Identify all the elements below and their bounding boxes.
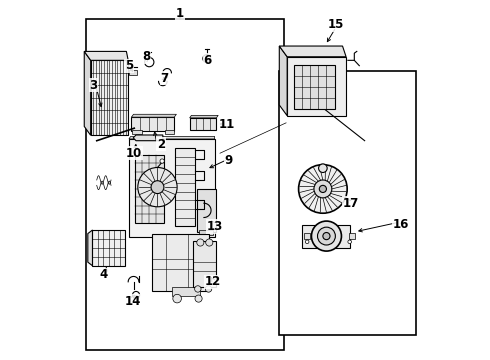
Bar	[279, 71, 416, 336]
Bar	[287, 57, 346, 116]
Bar	[190, 118, 217, 130]
Circle shape	[206, 239, 213, 246]
Text: 10: 10	[126, 147, 143, 160]
Text: 9: 9	[225, 154, 233, 167]
Bar	[129, 70, 137, 75]
Text: 12: 12	[205, 275, 221, 288]
Circle shape	[298, 165, 347, 213]
Polygon shape	[88, 230, 93, 266]
Text: 15: 15	[328, 18, 344, 31]
Bar	[152, 234, 209, 291]
Text: 2: 2	[157, 138, 165, 151]
Bar	[348, 233, 355, 239]
Bar	[86, 19, 284, 350]
Bar	[131, 117, 174, 131]
Text: 16: 16	[392, 218, 409, 231]
Circle shape	[305, 240, 309, 244]
Bar	[193, 241, 217, 287]
Bar	[304, 233, 310, 239]
Polygon shape	[279, 46, 346, 57]
Polygon shape	[131, 114, 176, 117]
Circle shape	[323, 233, 330, 240]
Circle shape	[160, 159, 164, 163]
Circle shape	[195, 295, 202, 302]
Polygon shape	[133, 135, 163, 141]
Circle shape	[151, 181, 164, 194]
Text: 13: 13	[206, 220, 223, 233]
Bar	[197, 189, 217, 232]
Polygon shape	[279, 46, 287, 116]
Circle shape	[195, 286, 201, 292]
Text: 3: 3	[89, 79, 97, 92]
Bar	[294, 64, 335, 109]
Circle shape	[203, 55, 211, 63]
Bar	[198, 230, 213, 235]
Bar	[172, 287, 200, 296]
Circle shape	[348, 240, 351, 244]
Circle shape	[132, 292, 140, 298]
Polygon shape	[84, 51, 91, 135]
Text: 4: 4	[100, 268, 108, 281]
Bar	[175, 148, 195, 226]
Circle shape	[173, 294, 181, 303]
Circle shape	[197, 239, 204, 246]
Circle shape	[145, 58, 154, 67]
Text: 17: 17	[342, 197, 359, 210]
Polygon shape	[84, 51, 128, 60]
Text: 7: 7	[161, 72, 169, 85]
Text: 14: 14	[124, 295, 141, 308]
Polygon shape	[129, 136, 215, 139]
Bar	[91, 60, 128, 135]
Circle shape	[319, 185, 326, 193]
Circle shape	[318, 164, 327, 172]
Text: 1: 1	[176, 8, 184, 21]
Bar	[93, 230, 125, 266]
Circle shape	[205, 286, 212, 292]
Text: 11: 11	[219, 118, 235, 131]
Circle shape	[318, 227, 335, 245]
Circle shape	[314, 180, 332, 198]
Bar	[135, 155, 164, 223]
Text: 6: 6	[203, 54, 212, 67]
Text: 5: 5	[125, 59, 133, 72]
Bar	[132, 130, 142, 134]
Bar	[129, 139, 215, 237]
Text: 8: 8	[143, 50, 151, 63]
Bar	[165, 130, 173, 134]
Bar	[302, 225, 350, 248]
Circle shape	[138, 167, 177, 207]
Circle shape	[312, 221, 342, 251]
Polygon shape	[190, 115, 218, 118]
